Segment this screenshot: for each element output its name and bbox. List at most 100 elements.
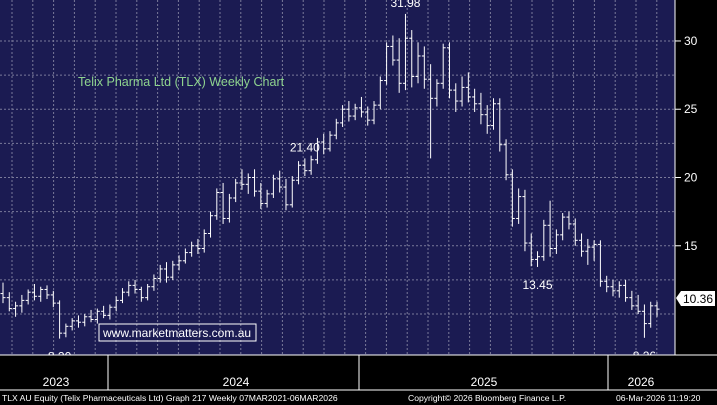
ohlc-bar (6, 292, 12, 312)
ohlc-bar (616, 281, 622, 298)
ohlc-bar (195, 238, 201, 254)
ohlc-bar (428, 64, 434, 159)
ohlc-bar (497, 98, 503, 152)
ohlc-bar (377, 76, 383, 110)
ohlc-bar (402, 13, 408, 91)
ohlc-bar (327, 131, 333, 152)
ohlc-bar (491, 98, 496, 130)
ohlc-bar (126, 281, 132, 297)
watermark-text: www.marketmatters.com.au (102, 326, 251, 340)
ohlc-bar (145, 284, 151, 301)
ohlc-bar (396, 38, 402, 93)
ohlc-bar (352, 103, 358, 121)
ohlc-bar (478, 92, 484, 125)
x-axis: 2023 2024 2025 2026 (43, 355, 655, 390)
ohlc-bar (157, 264, 163, 283)
ohlc-bar (13, 301, 19, 317)
ohlc-bar (75, 315, 81, 328)
ohlc-bar (648, 301, 654, 328)
y-tick-label: 30 (684, 34, 698, 48)
ohlc-bar (214, 188, 220, 220)
ohlc-bar (484, 105, 490, 134)
ohlc-bar (535, 251, 541, 267)
ohlc-bar (560, 213, 566, 241)
ohlc-bar (220, 182, 226, 224)
ohlc-bar (296, 161, 302, 185)
ohlc-bar (289, 176, 295, 208)
price-annotation: 31.98 (390, 0, 420, 10)
chart-title: Telix Pharma Ltd (TLX) Weekly Chart (78, 75, 285, 89)
ohlc-bar (434, 79, 440, 107)
x-tick-label: 2025 (471, 375, 498, 389)
ohlc-bar (182, 248, 188, 264)
x-tick-label: 2023 (43, 375, 70, 389)
ohlc-bar (233, 178, 239, 203)
ohlc-bar (189, 241, 195, 257)
ohlc-bar (50, 290, 56, 308)
ohlc-bar (63, 323, 69, 338)
ohlc-bar (38, 286, 44, 302)
ohlc-bar (472, 88, 478, 112)
ohlc-bar (384, 42, 390, 85)
grid-lines (0, 0, 675, 355)
ohlc-bar (252, 169, 258, 197)
ohlc-bar (132, 279, 138, 294)
ohlc-bar (446, 42, 452, 99)
ohlc-bar (107, 304, 113, 320)
footer-copyright: Copyright© 2026 Bloomberg Finance L.P. (408, 393, 566, 403)
ohlc-bar (503, 139, 509, 181)
ohlc-bar (440, 43, 446, 89)
ohlc-bar (119, 288, 125, 304)
ohlc-bar (277, 170, 283, 193)
ohlc-bar (365, 106, 371, 126)
ohlc-bar (69, 318, 75, 331)
ohlc-bar (340, 105, 346, 127)
ohlc-bar (138, 286, 144, 302)
ohlc-bar (623, 279, 629, 302)
ohlc-bar (597, 240, 603, 287)
ohlc-bar (201, 229, 207, 253)
ohlc-bar (572, 218, 578, 246)
ohlc-bar (390, 35, 396, 66)
watermark: www.marketmatters.com.au (98, 323, 257, 342)
ohlc-bar (459, 76, 465, 107)
ohlc-bar (57, 300, 63, 339)
footer-security: TLX AU Equity (Telix Pharmaceuticals Ltd… (2, 393, 338, 403)
ohlc-bar (528, 233, 534, 267)
ohlc-bar (208, 211, 214, 238)
price-bars (0, 13, 660, 339)
ohlc-bar (283, 178, 289, 211)
ohlc-bar (566, 211, 572, 230)
ohlc-bar (371, 101, 377, 125)
ohlc-bar (0, 282, 6, 304)
watermark-box (98, 323, 257, 342)
price-annotation: 13.45 (523, 278, 553, 292)
footer-bar (0, 390, 717, 405)
ohlc-bar (654, 301, 660, 317)
ohlc-bar (522, 189, 528, 252)
ohlc-bar (516, 188, 522, 224)
ohlc-bar (453, 83, 459, 112)
footer-timestamp: 06-Mar-2026 11:19:20 (616, 393, 701, 403)
ohlc-bar (19, 294, 25, 313)
ohlc-bar (31, 284, 37, 301)
ohlc-bar (101, 305, 107, 319)
last-price-tag: 10.36 (676, 291, 715, 306)
ohlc-bar (151, 274, 157, 291)
x-tick-label: 2026 (628, 375, 655, 389)
ohlc-bar (579, 233, 585, 257)
ohlc-bar (604, 275, 610, 293)
ohlc-bar (302, 158, 308, 177)
ohlc-bar (226, 193, 232, 223)
ohlc-bar (258, 182, 264, 209)
ohlc-bar (346, 101, 352, 122)
ohlc-bar (333, 118, 339, 140)
ohlc-bar (585, 238, 591, 265)
ohlc-bar (314, 137, 320, 164)
ohlc-bar (82, 314, 88, 327)
ohlc-bar (553, 229, 559, 254)
ohlc-bar (591, 240, 597, 261)
ohlc-bar (94, 308, 100, 324)
ohlc-bar (245, 173, 251, 194)
